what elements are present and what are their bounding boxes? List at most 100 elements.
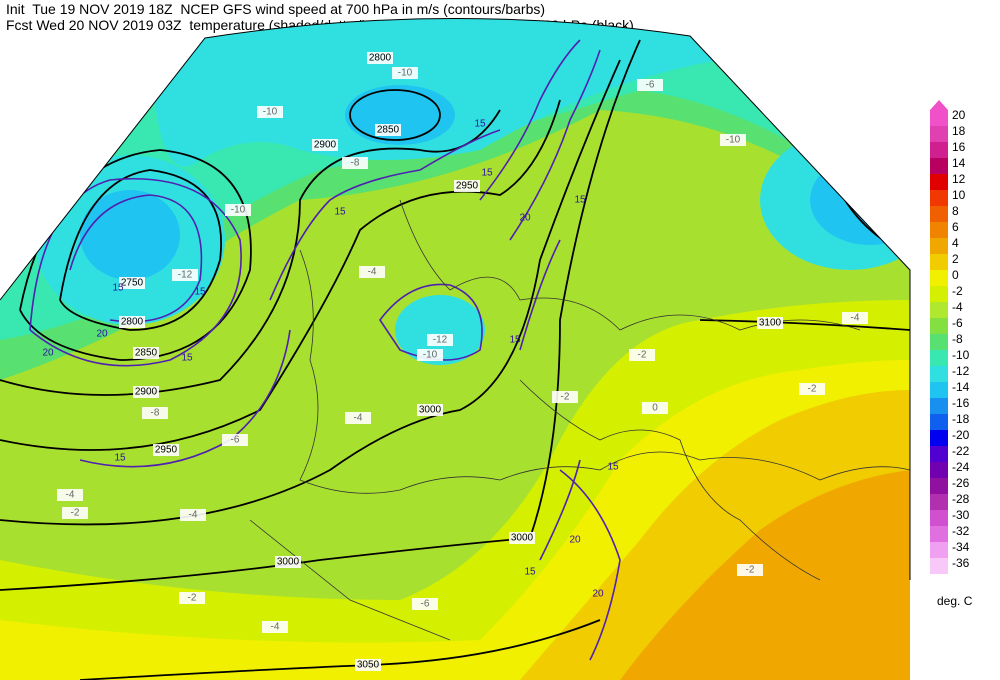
- colorbar-label: -12: [952, 364, 970, 378]
- colorbar-swatch: [930, 286, 948, 302]
- label-box: [355, 659, 381, 671]
- temperature-label: -4: [189, 510, 198, 521]
- colorbar-swatch: [930, 302, 948, 318]
- wind-label: 15: [474, 119, 486, 130]
- height-label: 2800: [121, 317, 144, 328]
- colorbar-swatch: [930, 382, 948, 398]
- label-box: [392, 67, 418, 79]
- colorbar-swatch: [930, 526, 948, 542]
- wind-label: 15: [112, 283, 124, 294]
- colorbar-swatch: [930, 110, 948, 126]
- colorbar-label: 12: [952, 172, 966, 186]
- colorbar-swatch: [930, 430, 948, 446]
- temperature-label: -6: [421, 599, 430, 610]
- temperature-label: -12: [433, 335, 448, 346]
- colorbar-swatch: [930, 510, 948, 526]
- label-box: [637, 79, 663, 91]
- label-box: [225, 204, 251, 216]
- height-label: 2900: [314, 140, 337, 151]
- label-box: [275, 556, 301, 568]
- label-box: [359, 266, 385, 278]
- height-label: 2750: [121, 278, 144, 289]
- temperature-label: -4: [851, 313, 860, 324]
- colorbar-label: -36: [952, 556, 970, 570]
- height-label: 3000: [419, 405, 442, 416]
- label-box: [153, 444, 179, 456]
- colorbar-label: -6: [952, 316, 963, 330]
- temperature-label: -2: [808, 384, 817, 395]
- colorbar-swatch: [930, 350, 948, 366]
- colorbar-label: 6: [952, 220, 959, 234]
- temperature-label: -10: [231, 205, 246, 216]
- colorbar-unit: deg. C: [937, 594, 973, 608]
- label-box: [375, 124, 401, 136]
- colorbar-arrow: [930, 100, 948, 110]
- height-label: 3000: [277, 557, 300, 568]
- colorbar-label: -16: [952, 396, 970, 410]
- temperature-label: -4: [271, 622, 280, 633]
- wind-label: 15: [334, 207, 346, 218]
- colorbar-label: 20: [952, 108, 966, 122]
- height-label: 3100: [759, 318, 782, 329]
- colorbar-swatch: [930, 478, 948, 494]
- header-line: Init Tue 19 NOV 2019 18Z NCEP GFS wind s…: [6, 1, 545, 17]
- label-box: [417, 349, 443, 361]
- label-box: [642, 402, 668, 414]
- temperature-label: -10: [423, 350, 438, 361]
- colorbar-label: 18: [952, 124, 966, 138]
- label-box: [133, 386, 159, 398]
- colorbar-label: 10: [952, 188, 966, 202]
- colorbar-label: 8: [952, 204, 959, 218]
- colorbar-label: -18: [952, 412, 970, 426]
- colorbar-label: -14: [952, 380, 970, 394]
- map: [0, 18, 910, 680]
- temperature-label: 0: [652, 403, 658, 414]
- wind-label: 15: [181, 353, 193, 364]
- colorbar-label: -26: [952, 476, 970, 490]
- temperature-label: -6: [231, 435, 240, 446]
- colorbar-label: -4: [952, 300, 963, 314]
- label-box: [629, 349, 655, 361]
- wind-label: 20: [519, 213, 531, 224]
- label-box: [172, 269, 198, 281]
- colorbar-swatch: [930, 318, 948, 334]
- temperature-label: -8: [151, 408, 160, 419]
- colorbar-swatch: [930, 174, 948, 190]
- colorbar-swatch: [930, 494, 948, 510]
- temperature-label: -4: [368, 267, 377, 278]
- height-label: 2950: [456, 181, 479, 192]
- colorbar-label: -22: [952, 444, 970, 458]
- height-label: 3050: [357, 660, 380, 671]
- map-border: [0, 17, 911, 580]
- temperature-label: -4: [354, 413, 363, 424]
- wind-label: 15: [524, 567, 536, 578]
- label-box: [179, 592, 205, 604]
- height-label: 2850: [377, 125, 400, 136]
- wind-label: 15: [481, 168, 493, 179]
- colorbar-swatch: [930, 238, 948, 254]
- height-label: 2950: [155, 445, 178, 456]
- colorbar-swatch: [930, 158, 948, 174]
- label-box: [257, 106, 283, 118]
- wind-label: 15: [114, 453, 126, 464]
- colorbar-label: -10: [952, 348, 970, 362]
- colorbar-label: -32: [952, 524, 970, 538]
- temperature-label: -2: [71, 508, 80, 519]
- colorbar-swatch: [930, 254, 948, 270]
- colorbar-swatch: [930, 142, 948, 158]
- colorbar-swatch: [930, 190, 948, 206]
- colorbar-label: -20: [952, 428, 970, 442]
- height-label: 2900: [135, 387, 158, 398]
- colorbar-label: 2: [952, 252, 959, 266]
- label-box: [737, 564, 763, 576]
- wind-label: 20: [96, 329, 108, 340]
- colorbar-swatch: [930, 366, 948, 382]
- label-box: [799, 383, 825, 395]
- label-box: [412, 598, 438, 610]
- label-box: [222, 434, 248, 446]
- label-box: [417, 404, 443, 416]
- colorbar-swatch: [930, 542, 948, 558]
- colorbar-swatch: [930, 206, 948, 222]
